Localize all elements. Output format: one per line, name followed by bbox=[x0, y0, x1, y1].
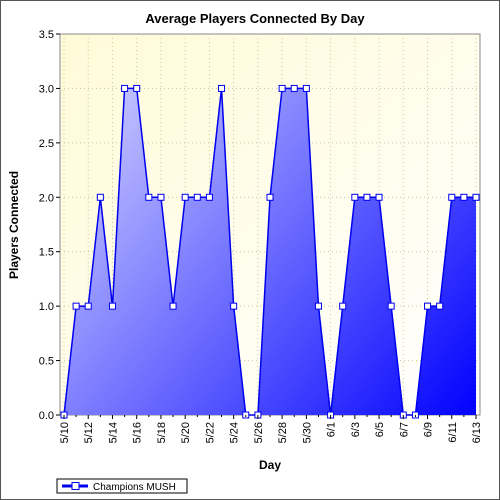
x-tick-label: 5/10 bbox=[59, 422, 71, 443]
y-axis-label: Players Connected bbox=[7, 171, 21, 279]
y-tick-label: 0.0 bbox=[39, 410, 54, 422]
x-axis-label: Day bbox=[259, 458, 281, 472]
data-point bbox=[84, 302, 92, 310]
x-tick-label: 5/14 bbox=[107, 422, 119, 443]
data-point bbox=[314, 302, 322, 310]
x-tick-label: 5/12 bbox=[83, 422, 95, 443]
data-point bbox=[278, 84, 286, 92]
x-tick-label: 6/7 bbox=[398, 422, 410, 437]
x-axis: 5/10 5/12 5/14 5/16 5/18 5/20 5/22 5/24 5/26 5/28… bbox=[59, 415, 483, 443]
data-point bbox=[169, 302, 177, 310]
data-point bbox=[121, 84, 129, 92]
y-tick-label: 2.0 bbox=[39, 192, 54, 204]
chart-title: Average Players Connected By Day bbox=[145, 11, 365, 26]
data-point bbox=[266, 193, 274, 201]
data-point bbox=[157, 193, 165, 201]
data-point bbox=[290, 84, 298, 92]
legend: Champions MUSH bbox=[56, 478, 188, 494]
data-point bbox=[218, 84, 226, 92]
data-point bbox=[181, 193, 189, 201]
y-tick-label: 0.5 bbox=[39, 356, 54, 368]
data-point bbox=[72, 302, 80, 310]
y-tick-label: 2.5 bbox=[39, 138, 54, 150]
data-point bbox=[339, 302, 347, 310]
data-point bbox=[472, 193, 480, 201]
x-tick-label: 6/5 bbox=[374, 422, 386, 437]
data-point bbox=[230, 302, 238, 310]
legend-box bbox=[56, 478, 188, 494]
data-point bbox=[424, 302, 432, 310]
y-axis: 0.0 0.5 1.0 1.5 2.0 2.5 3.0 3.5 bbox=[39, 29, 60, 422]
data-point bbox=[448, 193, 456, 201]
data-point bbox=[108, 302, 116, 310]
x-tick-label: 6/3 bbox=[350, 422, 362, 437]
x-tick-label: 5/22 bbox=[204, 422, 216, 443]
data-point bbox=[351, 193, 359, 201]
x-tick-label: 6/13 bbox=[471, 422, 483, 443]
x-tick-label: 5/30 bbox=[301, 422, 313, 443]
data-point bbox=[302, 84, 310, 92]
x-tick-label: 5/28 bbox=[277, 422, 289, 443]
legend-marker-swatch bbox=[71, 482, 80, 490]
y-tick-label: 3.5 bbox=[39, 29, 54, 41]
x-tick-label: 6/9 bbox=[423, 422, 435, 437]
series-fill bbox=[64, 88, 476, 415]
y-tick-label: 1.5 bbox=[39, 247, 54, 259]
x-tick-label: 6/1 bbox=[326, 422, 338, 437]
x-tick-label: 5/26 bbox=[253, 422, 265, 443]
data-point bbox=[387, 302, 395, 310]
data-point bbox=[96, 193, 104, 201]
data-point bbox=[193, 193, 201, 201]
data-point bbox=[133, 84, 141, 92]
x-tick-label: 5/16 bbox=[132, 422, 144, 443]
data-point bbox=[375, 193, 383, 201]
data-point bbox=[145, 193, 153, 201]
x-tick-label: 5/18 bbox=[156, 422, 168, 443]
data-point bbox=[460, 193, 468, 201]
data-point bbox=[205, 193, 213, 201]
data-point bbox=[436, 302, 444, 310]
x-tick-label: 6/11 bbox=[447, 422, 459, 443]
y-tick-label: 1.0 bbox=[39, 301, 54, 313]
x-tick-label: 5/24 bbox=[229, 422, 241, 443]
data-point bbox=[363, 193, 371, 201]
y-tick-label: 3.0 bbox=[39, 83, 54, 95]
x-tick-label: 5/20 bbox=[180, 422, 192, 443]
legend-series-name: Champions MUSH bbox=[93, 482, 176, 493]
